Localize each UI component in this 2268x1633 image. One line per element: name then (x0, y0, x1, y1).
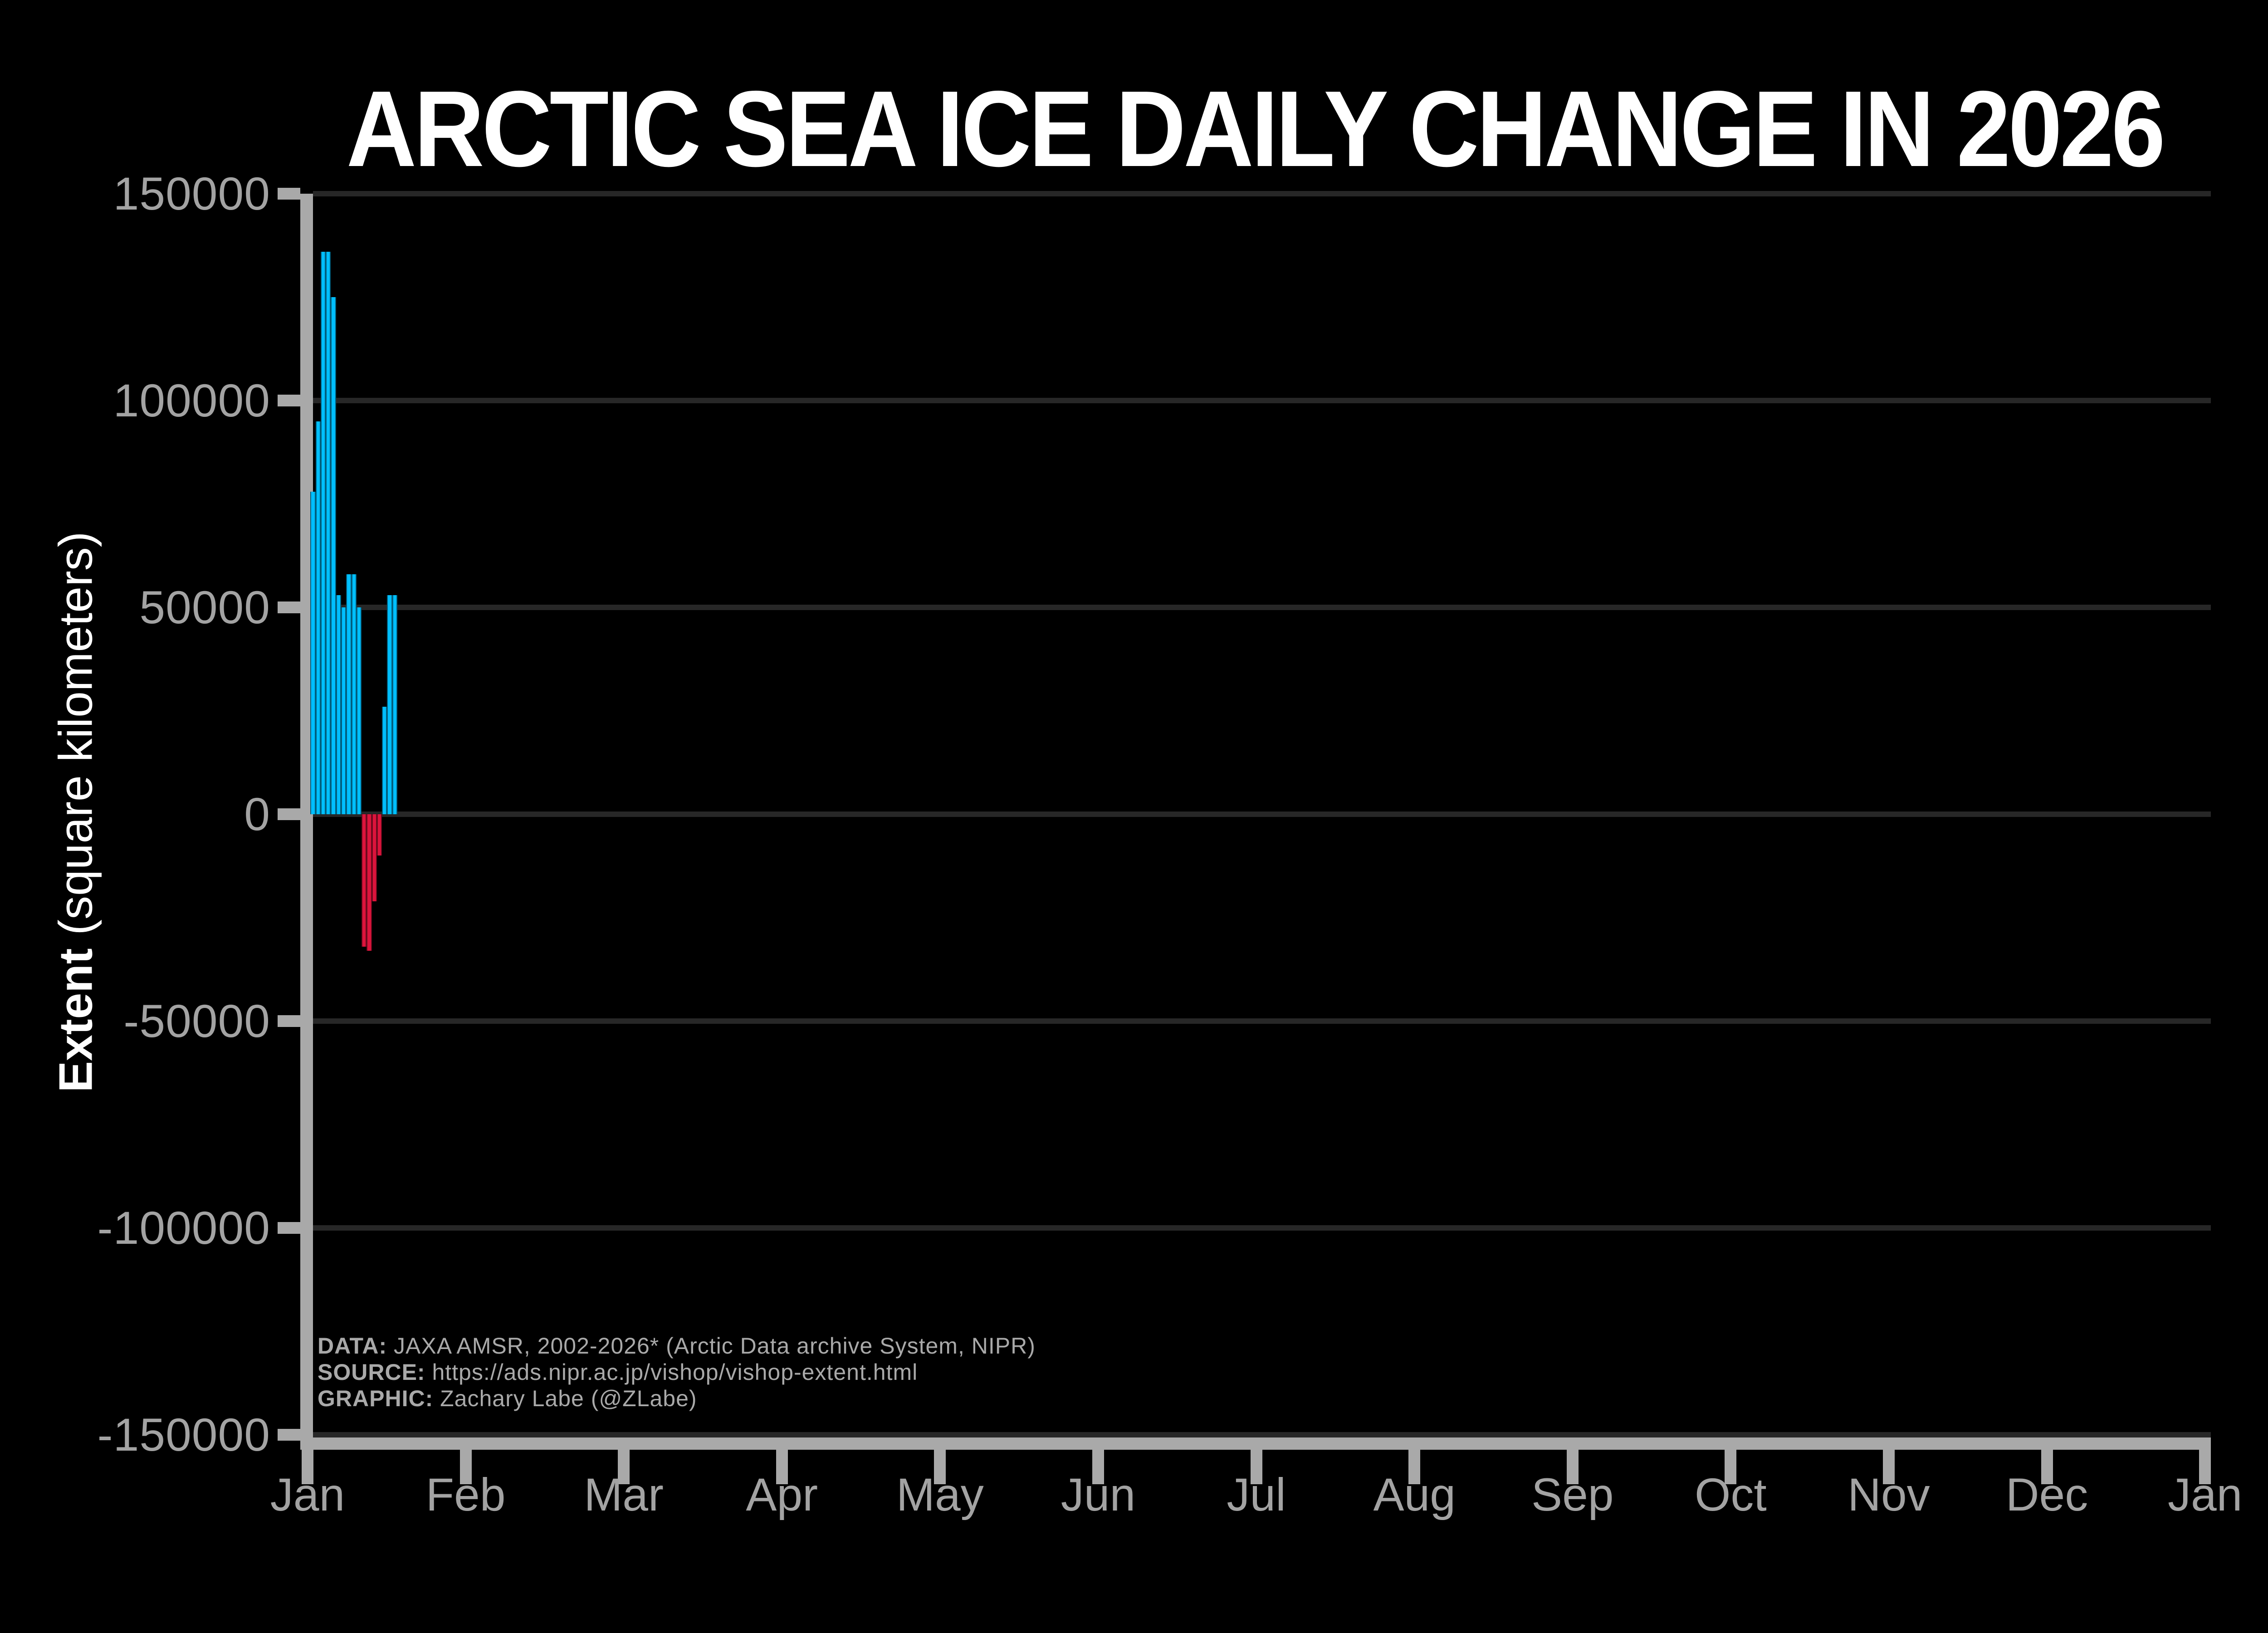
y-tick-label-50000: 50000 (139, 582, 270, 633)
x-axis-spine (300, 1437, 2211, 1450)
bar-jan-17 (392, 595, 397, 814)
annotation-source-text: https://ads.nipr.ac.jp/vishop/vishop-ext… (425, 1359, 918, 1385)
bar-jan-6 (336, 595, 341, 814)
gridline-100000 (313, 398, 2211, 403)
annotation-graphic-line: GRAPHIC: Zachary Labe (@ZLabe) (318, 1385, 1036, 1412)
chart-title-text: ARCTIC SEA ICE DAILY CHANGE IN 2026 (346, 69, 2165, 189)
y-tick-label--50000: -50000 (123, 995, 270, 1047)
x-tick-Oct-9 (1725, 1450, 1737, 1484)
x-tick-label-Jan-0: Jan (270, 1469, 345, 1521)
bar-jan-9 (351, 574, 357, 814)
gridline--50000 (313, 1018, 2211, 1024)
bar-jan-7 (341, 607, 347, 814)
x-tick-Nov-10 (1883, 1450, 1895, 1484)
annotation-data-line: DATA: JAXA AMSR, 2002-2026* (Arctic Data… (318, 1333, 1036, 1359)
y-tick-50000 (278, 601, 300, 613)
bar-jan-3 (320, 251, 326, 814)
x-tick-Mar-2 (618, 1450, 630, 1484)
bar-jan-13 (371, 814, 377, 901)
annotation-source-line: SOURCE: https://ads.nipr.ac.jp/vishop/vi… (318, 1359, 1036, 1385)
x-tick-Jan-12 (2199, 1450, 2211, 1484)
bar-jan-2 (315, 421, 321, 814)
x-tick-label-Dec-11: Dec (2005, 1469, 2088, 1521)
gridline-150000 (313, 191, 2211, 196)
bar-jan-10 (356, 607, 362, 814)
gridline-50000 (313, 605, 2211, 610)
annotation-data-text: JAXA AMSR, 2002-2026* (Arctic Data archi… (387, 1333, 1036, 1359)
x-tick-label-Apr-3: Apr (746, 1469, 818, 1521)
y-tick-label-150000: 150000 (113, 168, 270, 220)
y-tick-0 (278, 808, 300, 820)
y-tick-label--150000: -150000 (97, 1409, 270, 1461)
y-tick-label-0: 0 (244, 788, 270, 840)
annotation-graphic-text: Zachary Labe (@ZLabe) (433, 1386, 697, 1411)
x-tick-label-Feb-1: Feb (425, 1469, 506, 1521)
x-tick-Aug-7 (1408, 1450, 1421, 1484)
x-tick-label-Nov-10: Nov (1848, 1469, 1930, 1521)
annotation-data-label: DATA: (318, 1333, 387, 1359)
x-tick-Sep-8 (1566, 1450, 1579, 1484)
x-tick-Feb-1 (459, 1450, 472, 1484)
bar-jan-11 (362, 814, 367, 947)
bar-jan-5 (331, 297, 336, 814)
y-tick--150000 (278, 1429, 300, 1441)
x-tick-Jan-0 (302, 1450, 313, 1484)
x-tick-label-Oct-9: Oct (1695, 1469, 1767, 1521)
y-tick-label-100000: 100000 (113, 375, 270, 426)
gridline--100000 (313, 1225, 2211, 1231)
y-tick--50000 (278, 1015, 300, 1027)
bar-jan-4 (326, 251, 331, 814)
bar-jan-12 (367, 814, 372, 951)
x-tick-Apr-3 (776, 1450, 788, 1484)
y-tick-100000 (278, 395, 300, 406)
x-tick-label-Jun-5: Jun (1061, 1469, 1136, 1521)
bar-jan-15 (382, 706, 387, 814)
gridline-0 (313, 812, 2211, 817)
bar-jan-16 (387, 595, 392, 814)
x-tick-Jun-5 (1092, 1450, 1104, 1484)
bar-jan-8 (346, 574, 352, 814)
x-tick-label-Aug-7: Aug (1373, 1469, 1456, 1521)
x-tick-label-Sep-8: Sep (1531, 1469, 1614, 1521)
x-tick-Dec-11 (2041, 1450, 2053, 1484)
chart-title: ARCTIC SEA ICE DAILY CHANGE IN 2026 (245, 67, 2264, 191)
annotation-source-label: SOURCE: (318, 1359, 425, 1385)
x-tick-label-May-4: May (896, 1469, 984, 1521)
bar-jan-1 (310, 491, 316, 814)
y-tick-150000 (278, 188, 300, 200)
annotation-graphic-label: GRAPHIC: (318, 1386, 434, 1411)
x-tick-May-4 (934, 1450, 946, 1484)
x-tick-label-Mar-2: Mar (584, 1469, 664, 1521)
x-tick-label-Jan-12: Jan (2167, 1469, 2243, 1521)
x-tick-label-Jul-6: Jul (1227, 1469, 1286, 1521)
gridline--150000 (313, 1432, 2211, 1437)
y-axis-spine (300, 194, 313, 1450)
annotation-block: DATA: JAXA AMSR, 2002-2026* (Arctic Data… (318, 1333, 1036, 1412)
bar-jan-14 (376, 814, 382, 856)
x-tick-Jul-6 (1250, 1450, 1262, 1484)
y-tick--100000 (278, 1222, 300, 1234)
y-tick-label--100000: -100000 (97, 1202, 270, 1254)
